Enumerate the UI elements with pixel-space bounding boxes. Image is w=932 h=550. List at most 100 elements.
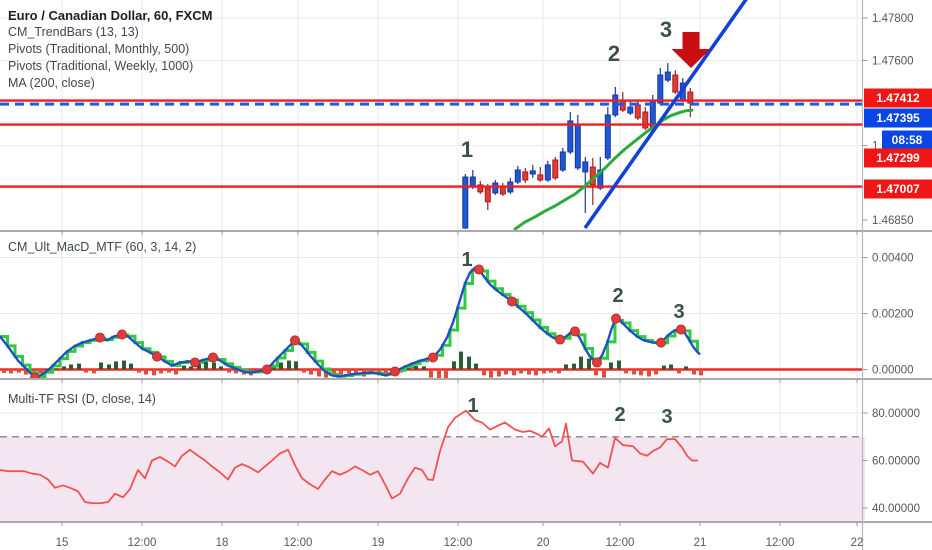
down-arrow-icon: [671, 32, 711, 68]
candle-down: [642, 111, 649, 129]
price-badge-label: 08:58: [892, 133, 923, 147]
candle-up: [627, 106, 634, 114]
price-badge-label: 1.47299: [876, 151, 920, 165]
time-axis-label: 12:00: [128, 537, 157, 549]
time-axis-label: 15: [56, 537, 69, 549]
price-badge: [864, 108, 932, 128]
candle-down: [477, 184, 484, 193]
price-badge-label: 1.47412: [876, 91, 920, 105]
wave-label: 2: [612, 285, 623, 307]
macd-line: [0, 266, 701, 379]
candlestick-series: [462, 63, 694, 229]
wave-label: 2: [608, 41, 620, 66]
macd-signal-dot: [117, 329, 127, 340]
gridlines: [0, 0, 863, 522]
price-panel-legend: Euro / Canadian Dollar, 60, FXCM CM_Tren…: [8, 7, 212, 92]
candle-down: [537, 174, 544, 181]
macd-signal-dot: [474, 264, 484, 275]
macd-signal-dot: [208, 352, 218, 363]
time-axis-label: 21: [694, 537, 707, 549]
price-panel: 1 2 3: [0, 0, 863, 231]
candle-down: [672, 74, 679, 93]
rsi-panel-title[interactable]: Multi-TF RSI (D, close, 14): [8, 392, 156, 406]
price-axis[interactable]: 1.478001.476001.472001.468500.004000.002…: [862, 13, 920, 515]
time-axis[interactable]: 15 12:00 18 12:00 19 12:00 20 12:00 21 12:00 22: [56, 537, 864, 549]
time-axis-label: 19: [372, 537, 385, 549]
candle-down: [499, 186, 506, 195]
macd-signal-dot: [676, 324, 686, 335]
candle-up: [604, 114, 611, 159]
macd-signal-dot: [152, 351, 162, 362]
axis-tick-label: 1.46850: [872, 215, 914, 227]
axis-tick-label: 0.00200: [872, 309, 914, 321]
indicator-pivots-weekly[interactable]: Pivots (Traditional, Weekly, 1000): [8, 59, 194, 73]
macd-signal-dot: [555, 334, 565, 345]
macd-signal-dot: [592, 357, 602, 368]
macd-signal-dot: [611, 313, 621, 324]
macd-panel: 1 2 3: [0, 249, 863, 379]
green-ma-line: [513, 108, 694, 231]
wave-label: 3: [660, 17, 672, 42]
price-badge: [882, 130, 932, 150]
candle-up: [514, 169, 521, 183]
macd-signal-dot: [95, 332, 105, 343]
macd-signal-dot: [262, 364, 272, 375]
wave-label: 1: [461, 249, 472, 271]
candle-up: [657, 74, 664, 104]
macd-signal-dot: [290, 335, 300, 346]
candle-up: [597, 169, 604, 189]
axis-tick-label: 0.00000: [872, 365, 914, 377]
axis-tick-label: 80.00000: [872, 408, 920, 420]
candle-up: [492, 182, 499, 194]
candle-up: [462, 176, 469, 229]
wave-label: 3: [673, 301, 684, 323]
candle-down: [522, 171, 529, 181]
candle-up: [664, 71, 671, 81]
price-badge-label: 1.47395: [876, 111, 920, 125]
axis-tick-label: 60.00000: [872, 456, 920, 468]
candle-down: [552, 159, 559, 179]
wave-label: 2: [614, 404, 625, 426]
candle-up: [567, 120, 574, 153]
price-badge: [864, 88, 932, 108]
axis-tick-label: 40.00000: [872, 503, 920, 515]
indicator-pivots-monthly[interactable]: Pivots (Traditional, Monthly, 500): [8, 42, 190, 56]
wave-label: 1: [461, 137, 473, 162]
time-axis-label: 20: [537, 537, 550, 549]
candle-up: [544, 164, 551, 181]
trendline: [583, 0, 748, 230]
macd-panel-title[interactable]: CM_Ult_MacD_MTF (60, 3, 14, 2): [8, 240, 197, 254]
macd-signal-dot: [30, 372, 40, 379]
price-badge: [864, 148, 932, 168]
symbol-title[interactable]: Euro / Canadian Dollar, 60, FXCM: [8, 8, 213, 23]
axis-tick-label: 1.47600: [872, 56, 914, 68]
time-axis-label: 12:00: [284, 537, 313, 549]
macd-signal-dot: [507, 296, 517, 307]
rsi-panel: 1 2 3: [0, 395, 865, 522]
time-axis-label: 18: [216, 537, 229, 549]
candle-up: [582, 161, 589, 173]
macd-signal-dot: [570, 326, 580, 337]
candle-up: [574, 124, 581, 169]
wave-label: 1: [467, 395, 478, 417]
macd-histogram: [2, 351, 703, 379]
macd-signal-dot: [190, 357, 200, 368]
indicator-ma200[interactable]: MA (200, close): [8, 76, 95, 90]
price-badge-label: 1.47007: [876, 182, 920, 196]
rsi-line: [0, 409, 698, 505]
axis-tick-label: 0.00400: [872, 253, 914, 265]
time-axis-label: 12:00: [606, 537, 635, 549]
candle-up: [559, 151, 566, 171]
price-badge: [864, 179, 932, 199]
indicator-cm-trendbars[interactable]: CM_TrendBars (13, 13): [8, 25, 139, 39]
macd-signal-dot: [428, 352, 438, 363]
time-axis-label: 12:00: [444, 537, 473, 549]
candle-down: [634, 104, 641, 119]
axis-tick-label: 1.47800: [872, 13, 914, 25]
candle-up: [529, 170, 536, 175]
macd-signal-dot: [656, 337, 666, 348]
macd-signal-dot: [390, 366, 400, 377]
